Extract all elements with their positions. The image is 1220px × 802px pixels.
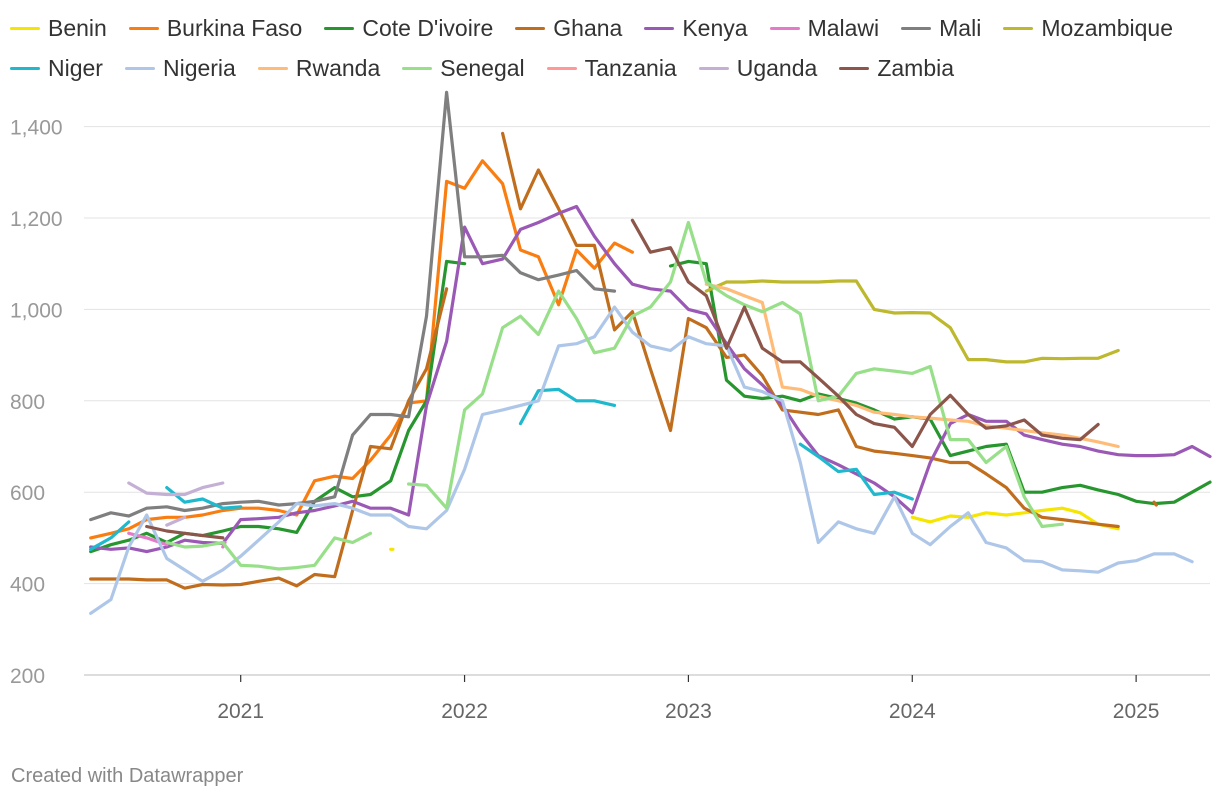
legend-label: Malawi — [807, 14, 880, 41]
legend-swatch — [698, 66, 729, 70]
legend-item-kenya: Kenya — [644, 14, 748, 42]
legend-item-nigeria: Nigeria — [124, 54, 236, 82]
series-kenya — [89, 204, 1212, 554]
legend-swatch — [901, 26, 932, 30]
series-line-ghana — [501, 131, 1120, 529]
series-line-uganda — [127, 481, 225, 497]
legend-item-malawi: Malawi — [769, 14, 880, 42]
series-line-nigeria — [89, 305, 1194, 615]
series-line-cote-d-ivoire — [89, 259, 467, 554]
series-line-uganda — [165, 515, 187, 527]
series-line-niger — [165, 486, 243, 510]
y-tick-label: 800 — [10, 391, 45, 414]
legend-label: Tanzania — [584, 54, 677, 81]
series-line-cote-d-ivoire — [668, 259, 1212, 506]
series-zambia — [145, 218, 1100, 540]
legend-item-niger: Niger — [10, 54, 103, 82]
legend-swatch — [1003, 26, 1034, 30]
legend-label: Kenya — [682, 14, 748, 41]
series-mozambique — [704, 279, 1120, 364]
series-mali — [89, 90, 617, 522]
series-ghana — [89, 131, 1158, 590]
x-tick-label: 2022 — [441, 700, 488, 723]
series-senegal — [165, 220, 1064, 571]
y-tick-label: 600 — [10, 482, 45, 505]
legend-item-uganda: Uganda — [698, 54, 818, 82]
legend-item-ghana: Ghana — [515, 14, 622, 42]
series-uganda — [127, 481, 225, 527]
legend-item-senegal: Senegal — [402, 54, 525, 82]
x-tick-label: 2025 — [1113, 700, 1160, 723]
legend-swatch — [769, 26, 800, 30]
legend-item-zambia: Zambia — [839, 54, 954, 82]
legend-label: Cote D'ivoire — [362, 14, 494, 41]
legend-label: Zambia — [877, 54, 955, 81]
legend-item-rwanda: Rwanda — [257, 54, 381, 82]
legend-label: Mali — [939, 14, 982, 41]
legend-swatch — [128, 26, 159, 30]
y-tick-label: 400 — [10, 574, 45, 597]
legend-swatch — [546, 66, 577, 70]
legend-swatch — [839, 66, 870, 70]
legend-swatch — [124, 66, 155, 70]
legend-swatch — [10, 26, 40, 30]
series-line-niger — [798, 442, 914, 501]
series-line-zambia — [630, 218, 1100, 449]
legend-label: Nigeria — [162, 54, 236, 81]
legend-item-tanzania: Tanzania — [546, 54, 677, 82]
legend-label: Burkina Faso — [166, 14, 303, 41]
legend-label: Senegal — [440, 54, 525, 81]
series-benin — [389, 506, 1120, 551]
y-tick-label: 200 — [10, 665, 45, 688]
legend-label: Mozambique — [1041, 14, 1173, 41]
legend-swatch — [257, 66, 288, 70]
series-line-kenya — [89, 204, 1212, 554]
legend-swatch — [10, 66, 40, 70]
y-tick-label: 1,200 — [10, 208, 63, 231]
legend-label: Niger — [48, 54, 103, 81]
series-line-mali — [89, 90, 617, 522]
series-line-niger — [518, 387, 617, 426]
legend-item-mali: Mali — [901, 14, 981, 42]
series-nigeria — [89, 305, 1194, 615]
series-line-mozambique — [704, 279, 1120, 364]
series-line-ghana — [1152, 500, 1158, 507]
series-line-ghana — [89, 287, 449, 590]
legend-swatch — [515, 26, 546, 30]
legend-swatch — [644, 26, 675, 30]
series-line-niger — [89, 520, 131, 551]
series-cote-d-ivoire — [89, 259, 1212, 554]
series-line-senegal — [407, 220, 1064, 529]
series-line-zambia — [145, 524, 225, 540]
legend-item-cote-d-ivoire: Cote D'ivoire — [324, 14, 493, 42]
credit-text: Created with Datawrapper — [11, 765, 244, 787]
legend-label: Benin — [48, 14, 107, 41]
x-tick-label: 2021 — [217, 700, 264, 723]
legend-label: Rwanda — [295, 54, 381, 81]
y-tick-label: 1,400 — [10, 117, 63, 140]
series-niger — [89, 387, 914, 551]
legend-item-burkina-faso: Burkina Faso — [128, 14, 303, 42]
series-line-senegal — [165, 531, 373, 571]
legend-item-mozambique: Mozambique — [1003, 14, 1173, 42]
y-tick-label: 1,000 — [10, 299, 63, 322]
series-line-benin — [910, 506, 1120, 531]
legend-swatch — [402, 66, 433, 70]
legend-label: Uganda — [736, 54, 818, 81]
legend-swatch — [324, 26, 355, 30]
x-tick-label: 2024 — [889, 700, 936, 723]
legend-item-benin: Benin — [10, 14, 107, 42]
legend: Benin Burkina Faso Cote D'ivoire Ghana Kenya… — [10, 14, 1210, 82]
x-tick-label: 2023 — [665, 700, 712, 723]
legend-label: Ghana — [553, 14, 623, 41]
